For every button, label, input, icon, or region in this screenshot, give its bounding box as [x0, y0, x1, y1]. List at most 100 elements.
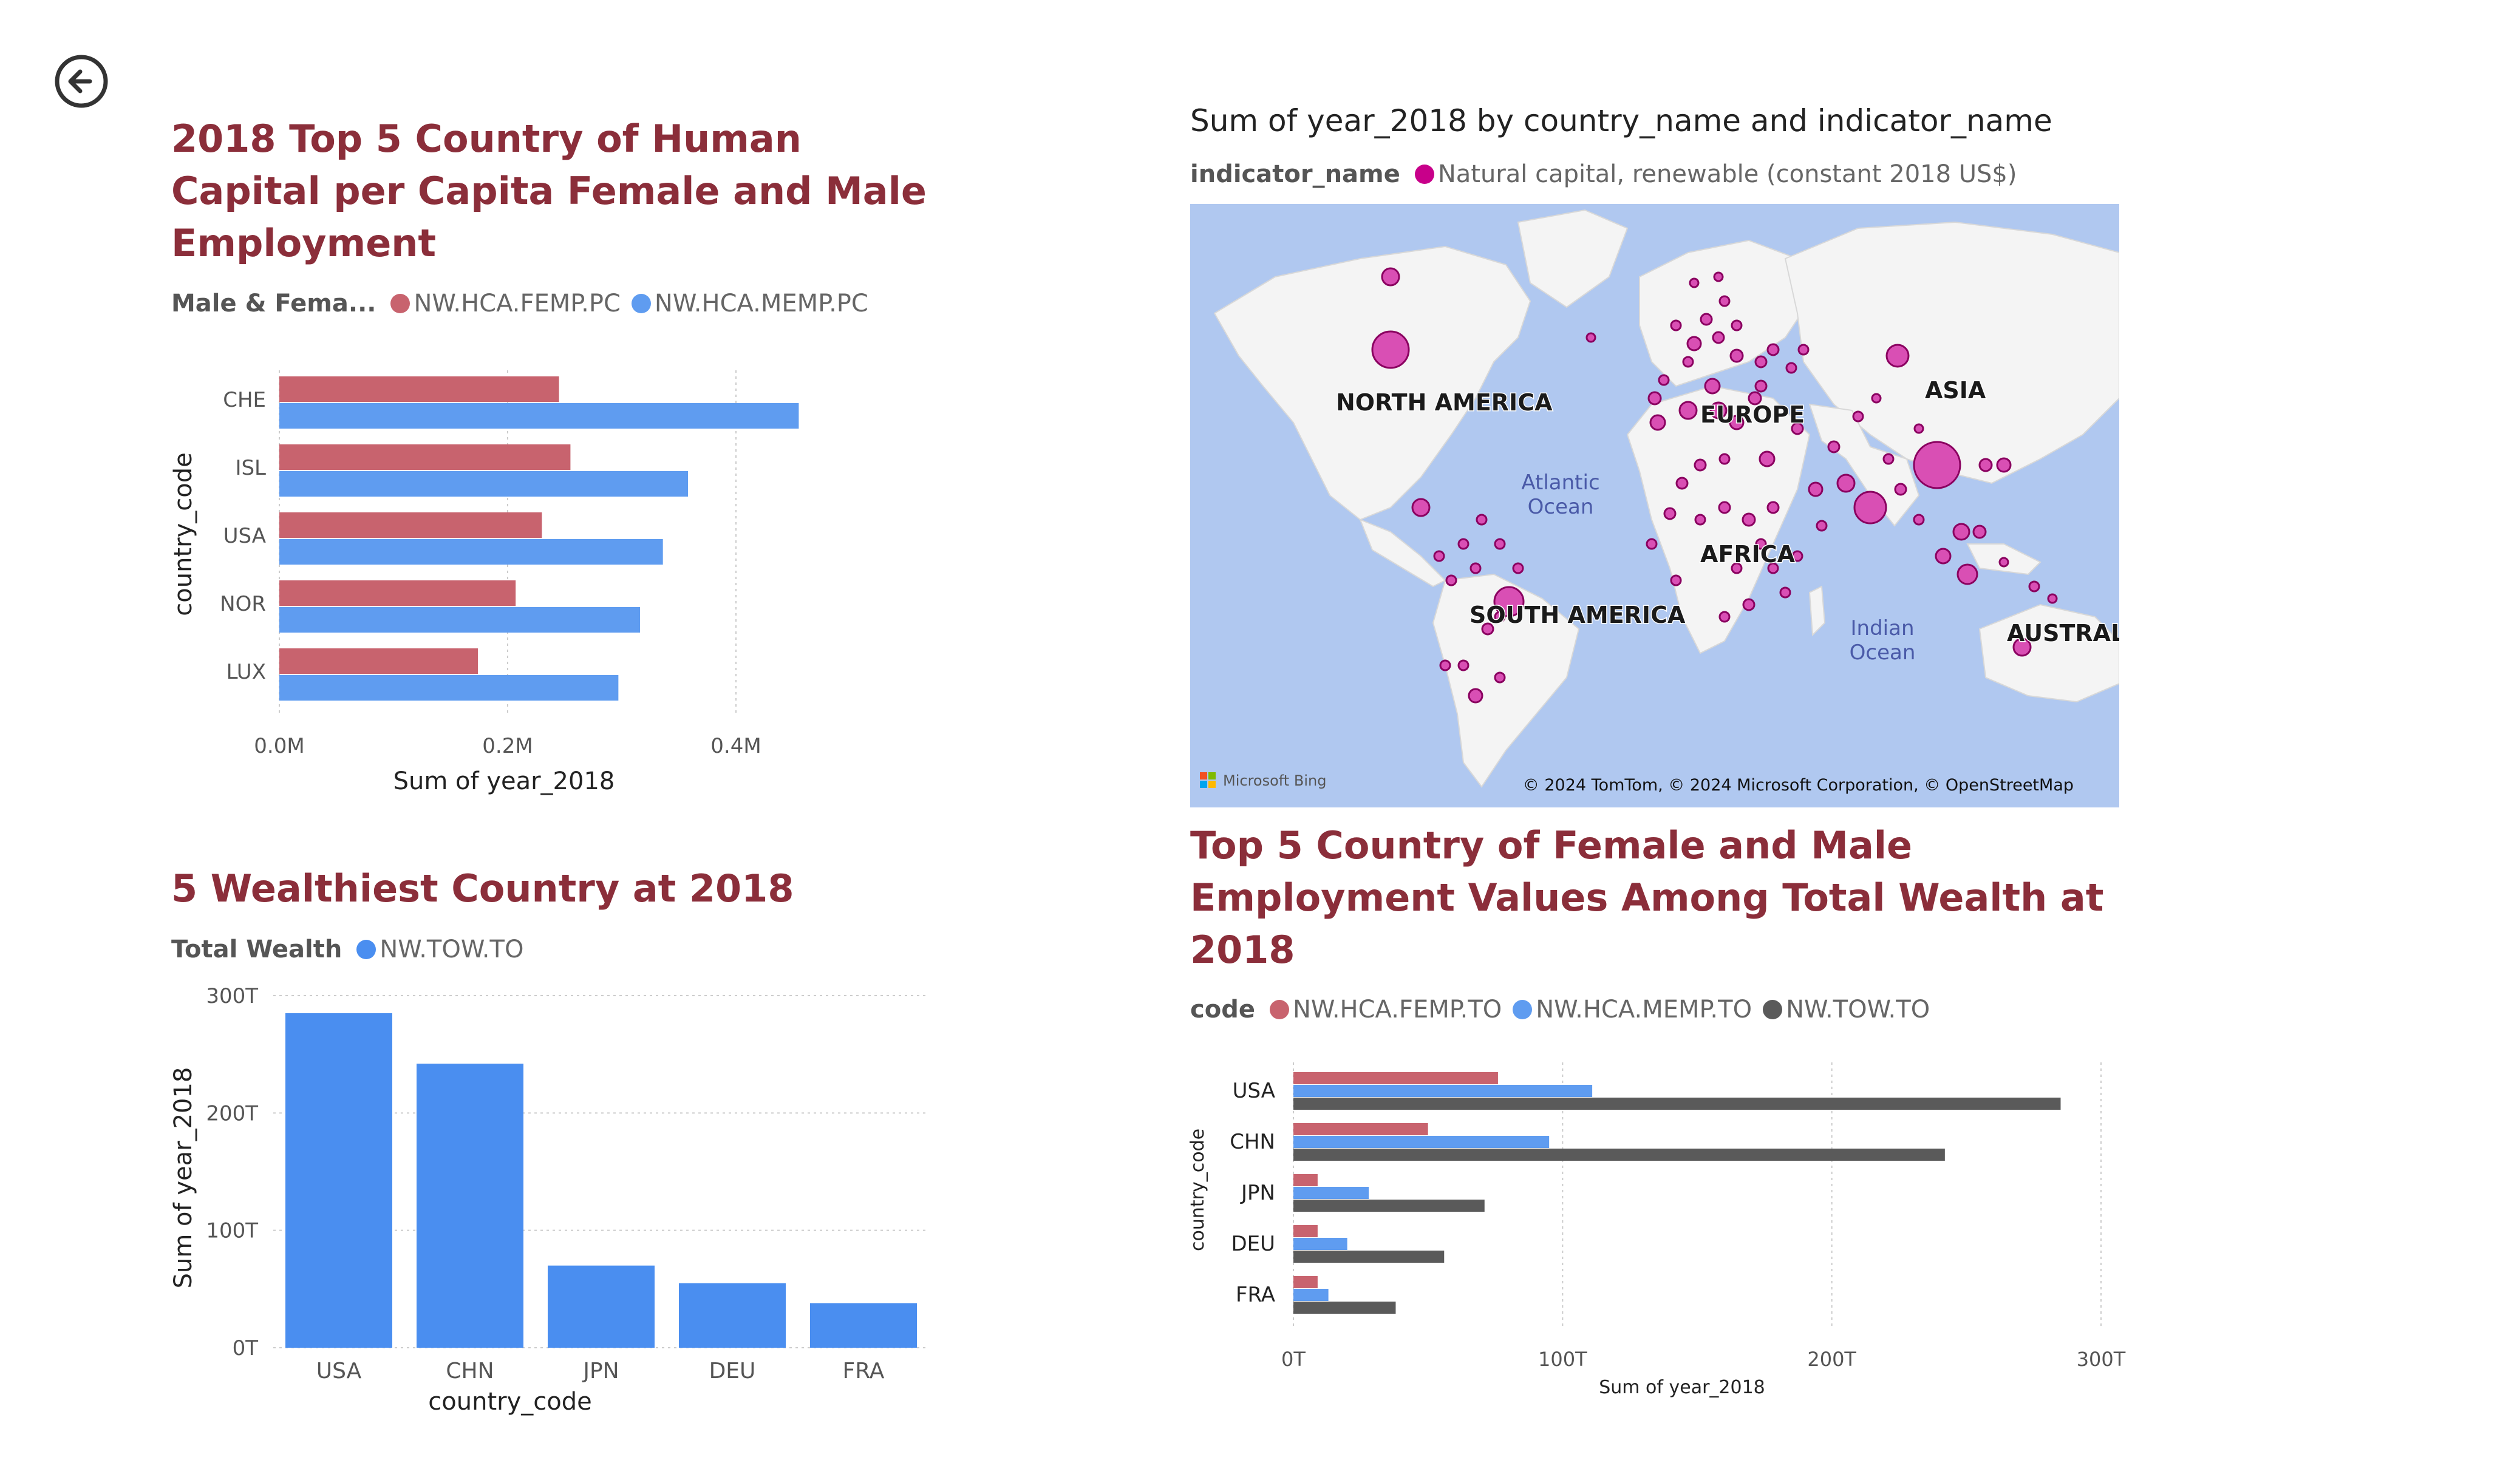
map-label: SOUTH AMERICA	[1469, 602, 1686, 628]
map-label: NORTH AMERICA	[1336, 389, 1553, 416]
map-brand: Microsoft Bing	[1223, 772, 1326, 789]
x-axis-label: country_code	[428, 1388, 591, 1416]
bar	[1293, 1136, 1550, 1148]
back-arrow-icon[interactable]	[53, 53, 109, 109]
bar	[548, 1265, 655, 1348]
chart3-title: Top 5 Country of Female and Male Employm…	[1190, 823, 2104, 972]
bar	[279, 580, 516, 606]
chart3-plot: 0T 100T 200T 300T USA CHN JPN DEU FRA Sum of year…	[1187, 1062, 2126, 1398]
bar	[1293, 1200, 1485, 1212]
chart3-legend-title: code	[1190, 996, 1255, 1024]
y-tick-label: 300T	[206, 984, 258, 1008]
bar	[279, 444, 571, 470]
map-legend-title: indicator_name	[1190, 160, 1400, 188]
y-tick-label: USA	[1233, 1079, 1275, 1103]
bar	[279, 648, 478, 674]
bar	[1293, 1174, 1318, 1186]
map-ocean-label: Indian	[1851, 616, 1915, 640]
y-tick-label: DEU	[1231, 1232, 1275, 1256]
map-ocean-label: Ocean	[1528, 495, 1594, 519]
legend-dot-icon	[356, 940, 376, 959]
map-ocean-label: Atlantic	[1521, 470, 1599, 495]
legend-item-female[interactable]: NW.HCA.FEMP.PC	[390, 290, 621, 318]
legend-dot-icon	[1513, 1000, 1533, 1019]
y-axis-label: country_code	[1187, 1129, 1208, 1251]
x-tick-label: 100T	[1538, 1348, 1587, 1371]
legend-item-natural-capital[interactable]: Natural capital, renewable (constant 201…	[1414, 160, 2017, 188]
map-bubbles	[1371, 267, 2058, 704]
legend-dot-icon	[1763, 1000, 1783, 1019]
y-tick-label: 0T	[233, 1336, 259, 1360]
bar	[1293, 1149, 1945, 1161]
y-tick-label: USA	[223, 524, 266, 548]
bar	[679, 1283, 786, 1348]
x-tick-label: 0.2M	[482, 734, 533, 758]
legend-item-male[interactable]: NW.HCA.MEMP.PC	[631, 290, 868, 318]
map-label: AFRICA	[1700, 541, 1796, 568]
legend-item-total-to[interactable]: NW.TOW.TO	[1763, 996, 1930, 1024]
x-axis-label: Sum of year_2018	[393, 767, 615, 795]
bar	[279, 607, 641, 633]
bar	[1293, 1123, 1428, 1135]
map-legend: indicator_name Natural capital, renewabl…	[1190, 160, 2028, 188]
x-tick-label: CHN	[446, 1359, 494, 1384]
x-tick-label: 0.0M	[254, 734, 304, 758]
y-tick-label: FRA	[1236, 1283, 1275, 1307]
x-tick-label: DEU	[709, 1359, 756, 1384]
bar	[1293, 1098, 2061, 1110]
x-tick-label: 300T	[2077, 1348, 2126, 1371]
bar	[417, 1064, 523, 1348]
bar	[1293, 1251, 1445, 1263]
bar	[279, 403, 799, 429]
legend-item-male-to[interactable]: NW.HCA.MEMP.TO	[1513, 996, 1752, 1024]
y-tick-label: CHN	[1230, 1130, 1275, 1154]
y-axis-label: country_code	[169, 452, 197, 616]
y-tick-label: JPN	[1240, 1181, 1275, 1205]
x-tick-label: 0.4M	[710, 734, 761, 758]
y-tick-label: 200T	[206, 1101, 258, 1126]
bar	[279, 376, 559, 402]
bar	[1293, 1289, 1329, 1301]
x-axis-label: Sum of year_2018	[1599, 1377, 1765, 1398]
legend-item-female-to[interactable]: NW.HCA.FEMP.TO	[1269, 996, 1502, 1024]
y-tick-label: CHE	[223, 388, 266, 412]
map-land	[1213, 209, 2119, 788]
map-ocean-label: Ocean	[1850, 640, 1916, 665]
chart2-legend-title: Total Wealth	[171, 936, 342, 963]
y-tick-label: NOR	[220, 592, 266, 616]
map-visual[interactable]: NORTH AMERICA EUROPE ASIA AFRICA SOUTH A…	[1190, 204, 2119, 807]
chart1-title: 2018 Top 5 Country of Human Capital per …	[171, 117, 927, 265]
x-tick-label: 0T	[1281, 1348, 1306, 1371]
bar	[279, 512, 542, 538]
x-tick-label: 200T	[1807, 1348, 1856, 1371]
chart3-legend: code NW.HCA.FEMP.TO NW.HCA.MEMP.TO NW.TO…	[1190, 996, 1941, 1024]
chart1-legend-title: Male & Fema...	[171, 290, 376, 318]
legend-item-wealth[interactable]: NW.TOW.TO	[356, 936, 523, 963]
y-tick-label: 100T	[206, 1219, 258, 1243]
x-tick-label: USA	[316, 1359, 362, 1384]
bar	[1293, 1187, 1369, 1199]
bar	[279, 539, 663, 565]
bar	[810, 1303, 917, 1348]
bar	[1293, 1225, 1318, 1237]
chart2-legend: Total Wealth NW.TOW.TO	[171, 936, 534, 963]
legend-dot-icon	[390, 294, 410, 313]
chart1-plot: 0.0M 0.2M 0.4M CHE ISL USA NOR LUX Sum of year_2…	[169, 370, 799, 795]
legend-dot-icon	[631, 294, 651, 313]
x-tick-label: FRA	[843, 1359, 885, 1384]
legend-dot-icon	[1269, 1000, 1289, 1019]
bar	[1293, 1085, 1593, 1097]
chart2-title: 5 Wealthiest Country at 2018	[171, 866, 794, 911]
chart1-legend: Male & Fema... NW.HCA.FEMP.PC NW.HCA.MEM…	[171, 290, 879, 318]
y-axis-label: Sum of year_2018	[169, 1067, 197, 1289]
legend-dot-icon	[1414, 165, 1434, 184]
y-tick-label: LUX	[226, 660, 266, 684]
x-tick-label: JPN	[582, 1359, 619, 1384]
bar	[1293, 1276, 1318, 1288]
bar	[279, 471, 689, 497]
y-tick-label: ISL	[235, 456, 266, 480]
map-credits[interactable]: © 2024 TomTom, © 2024 Microsoft Corporat…	[1523, 776, 2074, 795]
chart2-plot: 0T 100T 200T 300T USA CHN JPN DEU FRA country_cod…	[169, 984, 929, 1416]
bar	[1293, 1302, 1396, 1314]
bar	[279, 675, 619, 701]
